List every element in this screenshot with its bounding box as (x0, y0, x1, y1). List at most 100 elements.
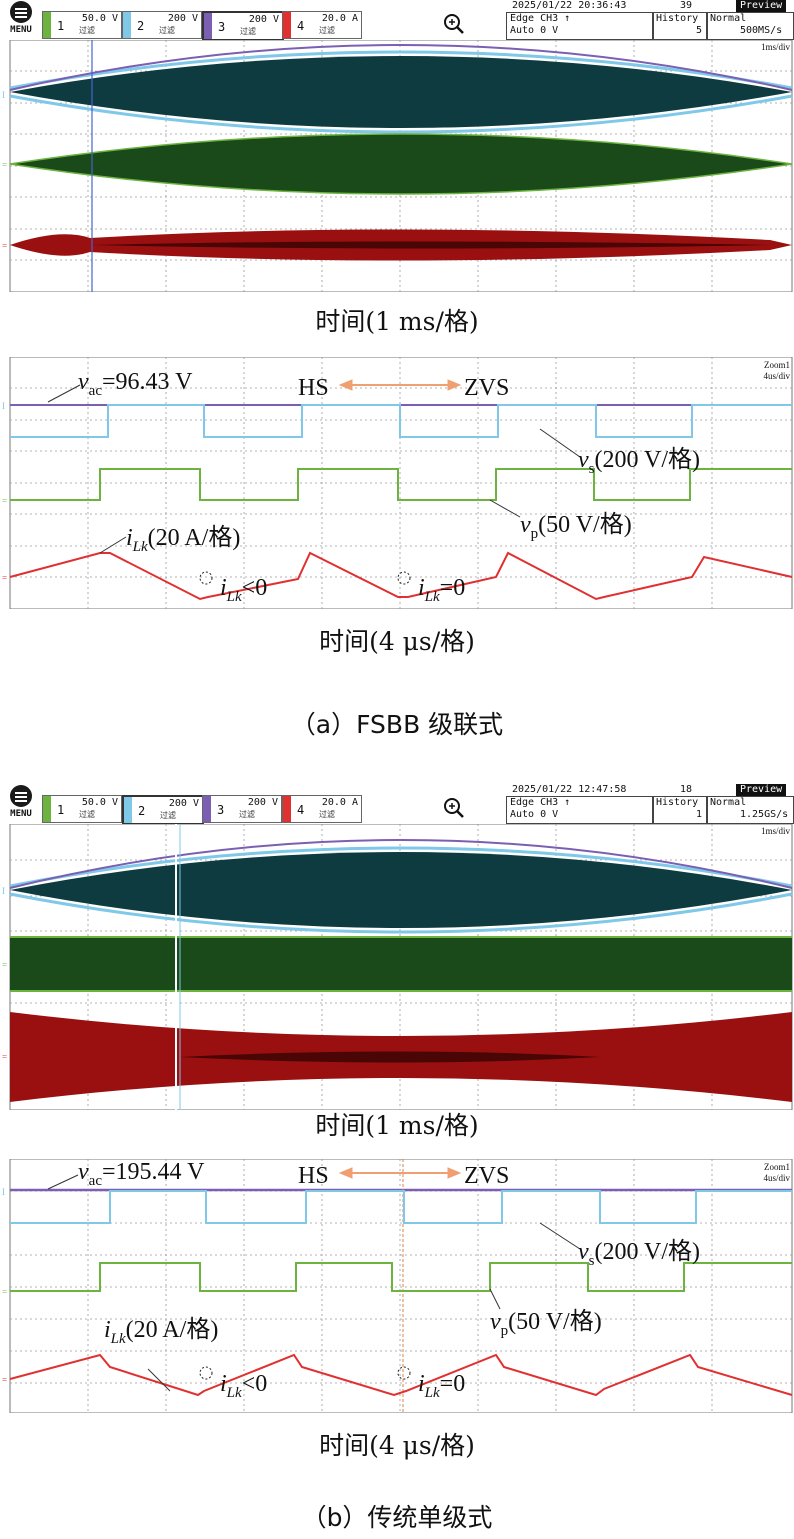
channel-scale: 20.0 A (321, 797, 358, 808)
channel-sub: 过滤 (160, 811, 176, 820)
mode: Normal (710, 13, 747, 24)
channel-1-box[interactable]: 1 50.0 V 过滤 (42, 11, 122, 39)
vs-trace (10, 404, 792, 438)
channel-markers: I = = (2, 401, 7, 583)
menu-button[interactable]: MENU (2, 1, 38, 39)
overview-caption-a: 时间(1 ms/格) (315, 307, 479, 336)
panel-caption-b: （b）传统单级式 (301, 1503, 493, 1532)
zvs-label: ZVS (464, 375, 509, 401)
vs-sub: s (589, 461, 595, 477)
vp-sub: p (531, 526, 539, 542)
ilk-trace (9, 551, 793, 601)
vac-value: =96.43 V (102, 369, 193, 395)
ch3-arc (9, 839, 793, 889)
scope-header-b: MENU 1 50.0 V 过滤 2 200 V 过滤 3 200 V 过滤 4… (0, 784, 794, 825)
channel-4-box[interactable]: 4 20.0 A 过滤 (282, 795, 362, 823)
channel-sub: 过滤 (319, 26, 335, 35)
vp-sub: p (501, 1323, 509, 1339)
sample-rate: 500MS/s (740, 25, 783, 36)
ch3-arc (9, 44, 793, 91)
channel-3-box[interactable]: 3 200 V 过滤 (202, 795, 282, 823)
ilk-annotation: iLk(20 A/格) (104, 1316, 218, 1347)
zoom-icon[interactable] (442, 12, 464, 34)
ilk-eq0-annotation: iLk=0 (418, 1371, 465, 1401)
ilk-sub: Lk (110, 1331, 126, 1347)
vp-scale: (50 V/格) (538, 511, 632, 538)
ilk-label: i (220, 1371, 227, 1397)
channel-2-box[interactable]: 2 200 V 过滤 (122, 11, 202, 39)
channel-4-box[interactable]: 4 20.0 A 过滤 (282, 11, 362, 39)
vs-annotation: vs(200 V/格) (578, 446, 700, 477)
channel-num: 4 (297, 19, 305, 33)
grid (10, 357, 792, 609)
trigger-line2: Auto 0 V (510, 809, 559, 820)
ilk-eq0: =0 (440, 575, 466, 601)
timebase-label: 1ms/div (761, 826, 791, 836)
ilk-lt0-annotation: iLk<0 (220, 1371, 267, 1401)
zvs-label: ZVS (464, 1163, 509, 1189)
plot-frame (9, 1159, 793, 1413)
ilk-label: i (220, 575, 227, 601)
channel-num: 1 (57, 803, 65, 817)
timebase-label: 1ms/div (761, 42, 791, 52)
channel-sub: 过滤 (240, 27, 256, 36)
zero-circles (199, 571, 411, 585)
history-label: History (656, 797, 699, 808)
ilk-annotation: iLk(20 A/格) (126, 524, 240, 555)
channel-sub: 过滤 (319, 810, 335, 819)
channel-scale: 200 V (167, 13, 198, 24)
channel-4-swatch (283, 796, 291, 822)
overview-plot-b: I = = 1ms/div (2, 824, 793, 1110)
datetime: 2025/01/22 12:47:58 (512, 784, 627, 795)
ch4-core (90, 241, 770, 249)
vp-trace (10, 1262, 792, 1292)
ilk-sub: Lk (226, 1385, 242, 1401)
vp-label: v (520, 512, 531, 538)
ilk-label: i (418, 1371, 425, 1397)
zoom-icon[interactable] (442, 796, 464, 818)
hs-label: HS (298, 1163, 329, 1189)
panel-caption-a: （a）FSBB 级联式 (290, 710, 504, 739)
channel-markers: I = = (2, 90, 7, 251)
channel-2-box[interactable]: 2 200 V 过滤 (122, 795, 204, 825)
scope-header-a: MENU 1 50.0 V 过滤 2 200 V 过滤 3 200 V 过滤 4… (0, 0, 794, 41)
hs-label: HS (298, 375, 329, 401)
history-label: History (656, 13, 699, 24)
zoom-caption-b: 时间(4 μs/格) (319, 1431, 475, 1460)
channel-scale: 50.0 V (81, 13, 118, 24)
vs-annotation: vs(200 V/格) (578, 1238, 700, 1269)
zoom-plot-b: I = = Zoom1 4us/div vac=195.44 V HS ZVS … (2, 1159, 793, 1413)
svg-text:=: = (2, 573, 7, 583)
vp-trace (10, 468, 792, 501)
channel-num: 2 (138, 804, 146, 818)
trigger-line1: Edge CH3 ↑ (510, 797, 571, 808)
vac-annotation: vac=195.44 V (78, 1159, 205, 1189)
channel-3-box[interactable]: 3 200 V 过滤 (202, 11, 284, 41)
preview-badge: Preview (736, 784, 787, 796)
vac-annotation: vac=96.43 V (78, 369, 193, 399)
preview-badge: Preview (736, 0, 787, 12)
channel-num: 1 (57, 19, 65, 33)
channel-num: 4 (297, 803, 305, 817)
menu-button[interactable]: MENU (2, 785, 38, 823)
svg-text:=: = (2, 160, 7, 170)
ch1-envelope (9, 133, 793, 195)
ilk-sub: Lk (424, 1385, 440, 1401)
zero-circles (199, 1366, 411, 1380)
sample-rate: 1.25GS/s (740, 809, 789, 820)
channel-scale: 200 V (168, 798, 199, 809)
channel-1-swatch (43, 12, 51, 38)
channel-3-swatch (204, 13, 212, 39)
channel-2-swatch (124, 797, 132, 823)
ilk-sub: Lk (132, 539, 148, 555)
svg-text:=: = (2, 496, 7, 506)
channel-3-swatch (203, 796, 211, 822)
acq-count: 18 (680, 784, 693, 795)
channel-num: 3 (218, 20, 226, 34)
acq-count: 39 (680, 0, 693, 11)
ch2-outline (9, 50, 793, 134)
history-value: 5 (696, 25, 703, 36)
vs-sub: s (589, 1253, 595, 1269)
channel-1-box[interactable]: 1 50.0 V 过滤 (42, 795, 122, 823)
channel-scale: 20.0 A (321, 13, 358, 24)
